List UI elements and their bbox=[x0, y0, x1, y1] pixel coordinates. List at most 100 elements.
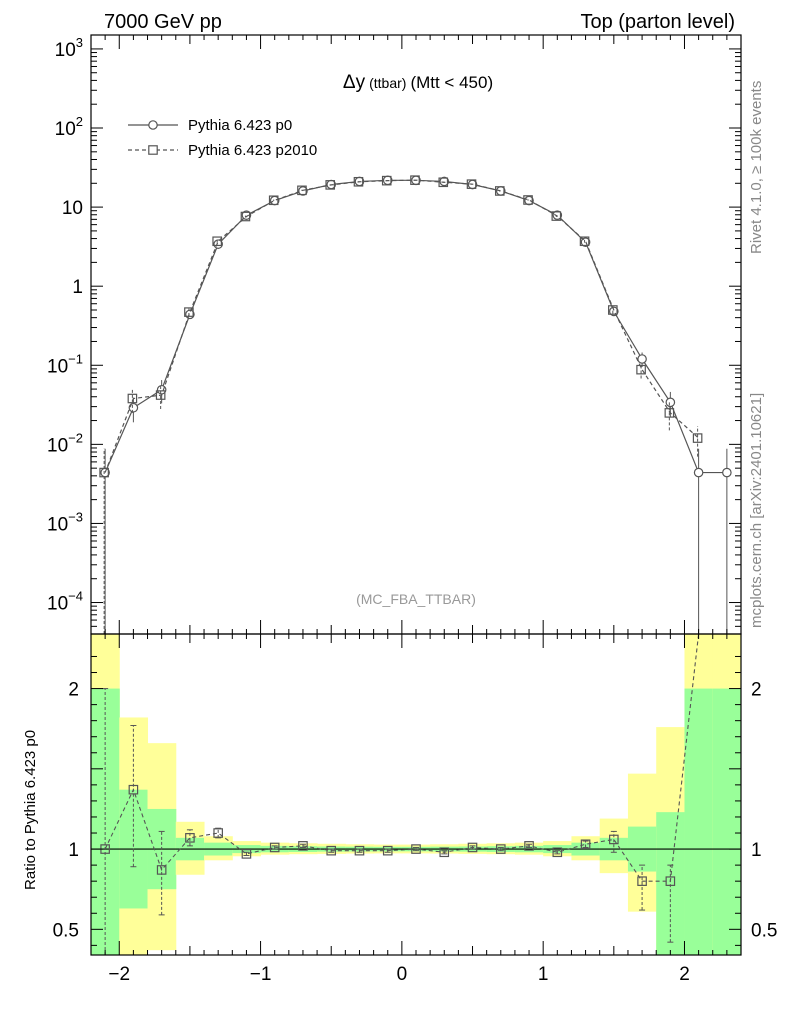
analysis-id: (MC_FBA_TTBAR) bbox=[356, 591, 476, 607]
plot-title-rest: (Mtt < 450) bbox=[410, 73, 493, 92]
data-point-square bbox=[551, 211, 562, 221]
ratio-y-tick-label: 0.5 bbox=[53, 920, 79, 941]
ratio-plot bbox=[100, 633, 700, 956]
ratio-ylabel: Ratio to Pythia 6.423 p0 bbox=[22, 730, 39, 890]
plot-title: Δy (ttbar) (Mtt < 450) bbox=[343, 72, 493, 93]
y-tick-base: 10 bbox=[47, 594, 68, 615]
ratio-point-square bbox=[298, 841, 308, 851]
main-plot bbox=[99, 175, 732, 634]
ratio-point-square bbox=[609, 834, 619, 845]
ratio-y-tick-label: 1 bbox=[68, 840, 79, 861]
mcplots-label: mcplots.cern.ch [arXiv:2401.10621] bbox=[748, 393, 765, 628]
data-point-square bbox=[664, 408, 675, 418]
ratio-point-square bbox=[128, 784, 139, 795]
ratio-bands bbox=[91, 634, 742, 955]
ratio-point-square bbox=[439, 847, 450, 858]
legend-label: Pythia 6.423 p0 bbox=[188, 117, 292, 134]
ratio-point-square bbox=[156, 865, 167, 875]
rivet-label: Rivet 4.1.0, ≥ 100k events bbox=[748, 81, 765, 254]
ratio-point-square bbox=[552, 847, 563, 858]
x-tick-label: 1 bbox=[538, 964, 549, 985]
band-inner bbox=[712, 688, 742, 955]
y-tick-base: 10 bbox=[62, 198, 83, 219]
ratio-point-square bbox=[580, 839, 591, 850]
y-tick-exponent: −2 bbox=[68, 430, 83, 445]
ratio-point-square bbox=[382, 845, 393, 856]
y-tick-label: 10−3 bbox=[47, 509, 83, 535]
data-point-square bbox=[523, 195, 533, 205]
x-tick-label: −2 bbox=[108, 964, 130, 985]
data-point-square bbox=[127, 393, 138, 404]
ratio-y-tick-label-right: 0.5 bbox=[751, 920, 777, 941]
y-tick-label: 10−2 bbox=[47, 430, 83, 456]
ratio-point-square bbox=[354, 845, 365, 856]
data-point-square bbox=[353, 176, 364, 187]
data-point-circle bbox=[439, 176, 450, 187]
data-point-square bbox=[494, 186, 505, 196]
data-point-circle bbox=[298, 186, 308, 196]
y-tick-label: 1 bbox=[72, 277, 83, 298]
y-tick-label: 10 bbox=[62, 198, 83, 219]
legend-marker-circle bbox=[148, 120, 158, 130]
y-tick-exponent: 3 bbox=[76, 35, 83, 50]
y-tick-label: 103 bbox=[55, 35, 83, 61]
x-tick-label: −1 bbox=[250, 964, 272, 985]
data-point-square bbox=[212, 236, 222, 247]
y-tick-exponent: −1 bbox=[68, 351, 83, 366]
data-point-square bbox=[240, 211, 251, 222]
series-line-1 bbox=[104, 179, 727, 474]
ratio-point-square bbox=[524, 841, 534, 851]
ratio-y-tick-label-right: 2 bbox=[751, 680, 762, 701]
band-inner bbox=[684, 688, 714, 955]
data-point-square bbox=[297, 185, 307, 196]
ratio-point-square bbox=[185, 833, 195, 843]
data-point-circle bbox=[241, 210, 252, 220]
y-tick-exponent: −4 bbox=[68, 589, 83, 604]
ratio-series-line bbox=[104, 633, 700, 882]
ratio-y-tick-label: 2 bbox=[68, 680, 79, 701]
y-tick-base: 1 bbox=[72, 277, 83, 298]
data-point-circle bbox=[552, 210, 563, 220]
ratio-point-square bbox=[213, 828, 223, 838]
y-tick-exponent: 2 bbox=[76, 114, 83, 129]
data-point-square bbox=[155, 390, 166, 400]
x-tick-label: 2 bbox=[679, 964, 690, 985]
data-point-square bbox=[692, 433, 703, 443]
ratio-point-square bbox=[269, 842, 280, 853]
header-right: Top (parton level) bbox=[580, 11, 735, 33]
data-point-circle bbox=[722, 467, 732, 478]
band-inner bbox=[656, 812, 685, 955]
y-tick-base: 10 bbox=[47, 514, 68, 535]
y-tick-base: 10 bbox=[47, 435, 68, 456]
data-point-square bbox=[381, 175, 392, 186]
ratio-point-square bbox=[241, 849, 252, 859]
y-tick-label: 10−4 bbox=[47, 589, 83, 615]
series-line-2 bbox=[104, 179, 700, 473]
data-point-square bbox=[184, 307, 194, 317]
data-point-square bbox=[410, 175, 420, 185]
y-tick-label: 10−1 bbox=[47, 351, 83, 377]
plot-title-small: (ttbar) bbox=[369, 75, 406, 91]
legend: Pythia 6.423 p0 Pythia 6.423 p2010 bbox=[128, 117, 317, 159]
y-tick-label: 102 bbox=[55, 114, 83, 140]
data-point-square bbox=[268, 195, 279, 206]
ratio-point-square bbox=[411, 844, 421, 854]
data-point-square bbox=[99, 467, 109, 478]
data-point-square bbox=[579, 236, 590, 247]
ratio-point-square bbox=[495, 844, 506, 854]
y-tick-exponent: −3 bbox=[68, 509, 83, 524]
data-point-circle bbox=[637, 354, 647, 364]
data-point-square bbox=[438, 177, 449, 188]
data-point-square bbox=[636, 364, 646, 375]
ratio-point-square bbox=[665, 876, 676, 886]
data-point-square bbox=[608, 305, 618, 315]
legend-marker-square bbox=[148, 145, 158, 155]
ratio-point-square bbox=[326, 845, 337, 856]
y-tick-base: 10 bbox=[47, 356, 68, 377]
ratio-y-tick-label-right: 1 bbox=[751, 840, 762, 861]
y-tick-base: 10 bbox=[55, 40, 76, 61]
x-tick-label: 0 bbox=[397, 964, 408, 985]
plot-title-delta: Δy bbox=[343, 72, 366, 93]
